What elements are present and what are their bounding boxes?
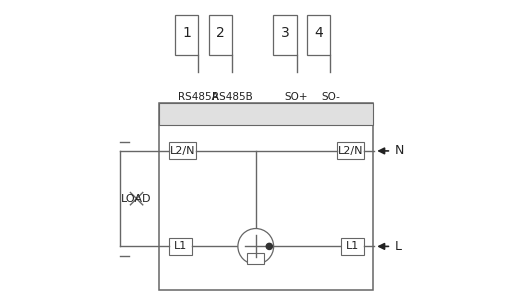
Text: L1: L1 (174, 241, 187, 251)
Text: 1: 1 (182, 26, 191, 40)
Bar (175, 15, 198, 55)
Text: RS485A: RS485A (178, 92, 218, 102)
Circle shape (238, 229, 273, 264)
Bar (273, 15, 297, 55)
Text: N: N (394, 144, 404, 157)
Text: L: L (394, 240, 401, 253)
Text: L2/N: L2/N (338, 146, 364, 156)
Bar (209, 15, 232, 55)
Bar (159, 103, 373, 290)
Text: RS485B: RS485B (211, 92, 252, 102)
Bar (337, 142, 365, 160)
Text: SO+: SO+ (285, 92, 308, 102)
Bar (159, 103, 373, 125)
Bar (341, 238, 364, 255)
Bar (169, 142, 196, 160)
Bar (307, 15, 330, 55)
Text: L2/N: L2/N (170, 146, 195, 156)
Text: L1: L1 (346, 241, 359, 251)
Circle shape (266, 243, 272, 249)
Text: SO-: SO- (321, 92, 340, 102)
Text: 3: 3 (281, 26, 289, 40)
Text: 4: 4 (314, 26, 323, 40)
Bar (248, 253, 264, 264)
Text: 2: 2 (216, 26, 225, 40)
Text: LOAD: LOAD (121, 194, 152, 204)
Bar (169, 238, 192, 255)
